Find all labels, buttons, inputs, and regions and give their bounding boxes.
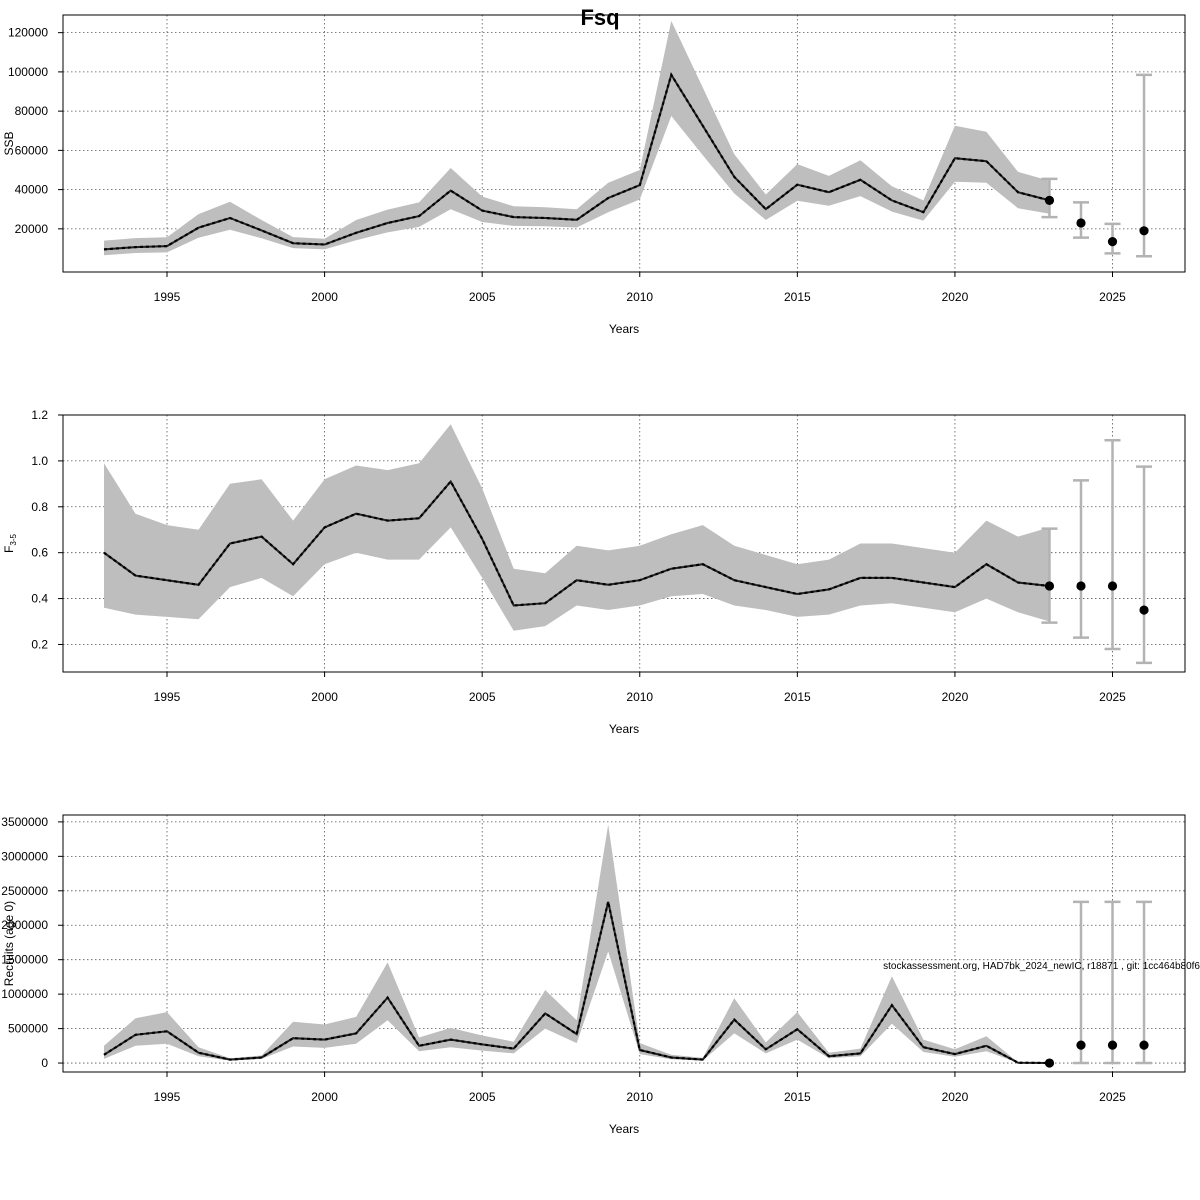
x-tick-label: 2010	[626, 290, 653, 304]
x-tick-label: 2020	[942, 690, 969, 704]
forecast-point	[1107, 1040, 1118, 1050]
estimate-line-dashed	[103, 479, 1050, 607]
x-axis-label: Years	[609, 1122, 639, 1136]
y-axis-label: Recruits (age 0)	[2, 901, 16, 986]
estimate-line-dashed	[103, 901, 1050, 1065]
x-tick-label: 2025	[1099, 1090, 1126, 1104]
x-tick-label: 2010	[626, 1090, 653, 1104]
estimate-line	[103, 72, 1050, 251]
x-tick-label: 2015	[784, 290, 811, 304]
x-tick-label: 2000	[311, 1090, 338, 1104]
x-tick-label: 1995	[154, 1090, 181, 1104]
x-tick-label: 2025	[1099, 290, 1126, 304]
x-tick-label: 2010	[626, 690, 653, 704]
y-tick-label: 500000	[8, 1022, 48, 1036]
y-tick-label: 40000	[15, 183, 49, 197]
y-tick-label: 20000	[15, 222, 49, 236]
recruitment-panel: 1995 2000 2005 2010 2015 2020 2025 0 500000 10000…	[1, 814, 1186, 1136]
panels: 1995 2000 2005 2010 2015 2020 2025200004000060…	[1, 14, 1186, 1136]
y-tick-label: 3500000	[1, 815, 48, 829]
footnote: stockassessment.org, HAD7bk_2024_newIC, …	[883, 961, 1200, 972]
y-tick-label: 1.0	[31, 454, 48, 468]
y-axis-label: SSB	[2, 131, 16, 155]
y-tick-label: 0	[41, 1056, 48, 1070]
x-axis-label: Years	[609, 322, 639, 336]
y-axis-label-subscript: 3-5	[9, 533, 18, 545]
y-tick-label: 0.4	[31, 592, 48, 606]
forecast-point	[1139, 1040, 1149, 1050]
forecast-point	[1044, 581, 1055, 591]
x-tick-label: 2015	[784, 1090, 811, 1104]
x-tick-label: 2005	[469, 1090, 496, 1104]
x-tick-label: 2000	[311, 290, 338, 304]
x-tick-label: 2000	[311, 690, 338, 704]
y-tick-label: 2500000	[1, 884, 48, 898]
forecast-point	[1076, 218, 1086, 228]
ssb-panel: 1995 2000 2005 2010 2015 2020 2025 20000 40000 60…	[2, 14, 1186, 336]
y-tick-label: 0.2	[31, 637, 48, 651]
y-tick-label: 1500000	[1, 953, 48, 967]
x-axis-label: Years	[609, 722, 639, 736]
x-tick-label: 2005	[469, 290, 496, 304]
x-tick-label: 1995	[154, 690, 181, 704]
forecast-point	[1044, 195, 1055, 205]
forecast-point	[1139, 605, 1149, 615]
x-tick-label: 2020	[942, 290, 969, 304]
y-tick-label: 60000	[15, 143, 49, 157]
x-tick-label: 2005	[469, 690, 496, 704]
forecast-point	[1107, 581, 1118, 591]
confidence-band	[104, 424, 1050, 631]
x-tick-label: 2020	[942, 1090, 969, 1104]
y-tick-label: 120000	[8, 26, 48, 40]
y-tick-label: 1000000	[1, 987, 48, 1001]
y-tick-label: 0.8	[31, 500, 48, 514]
plot-frame	[62, 14, 1186, 273]
x-tick-label: 1995	[154, 290, 181, 304]
y-tick-label: 3000000	[1, 849, 48, 863]
x-tick-label: 2025	[1099, 690, 1126, 704]
y-tick-label: 1.2	[31, 408, 48, 422]
plot-frame	[62, 814, 1186, 1073]
plot-frame	[62, 414, 1186, 673]
x-tick-label: 2015	[784, 690, 811, 704]
confidence-band	[104, 20, 1050, 256]
y-tick-label: 2000000	[1, 918, 48, 932]
forecast-point	[1044, 1058, 1055, 1068]
forecast-point	[1076, 581, 1086, 591]
forecast-point	[1076, 1040, 1086, 1050]
y-tick-label: 100000	[8, 65, 48, 79]
y-tick-label: 0.6	[31, 546, 48, 560]
forecast-point	[1107, 236, 1118, 247]
y-tick-label: 80000	[15, 104, 49, 118]
fbar-panel: 1995 2000 2005 2010 2015 2020 2025 0.2 0.4 0.6 0.8…	[2, 408, 1186, 736]
figure-title: Fsq	[580, 5, 619, 30]
forecast-point	[1139, 226, 1149, 236]
